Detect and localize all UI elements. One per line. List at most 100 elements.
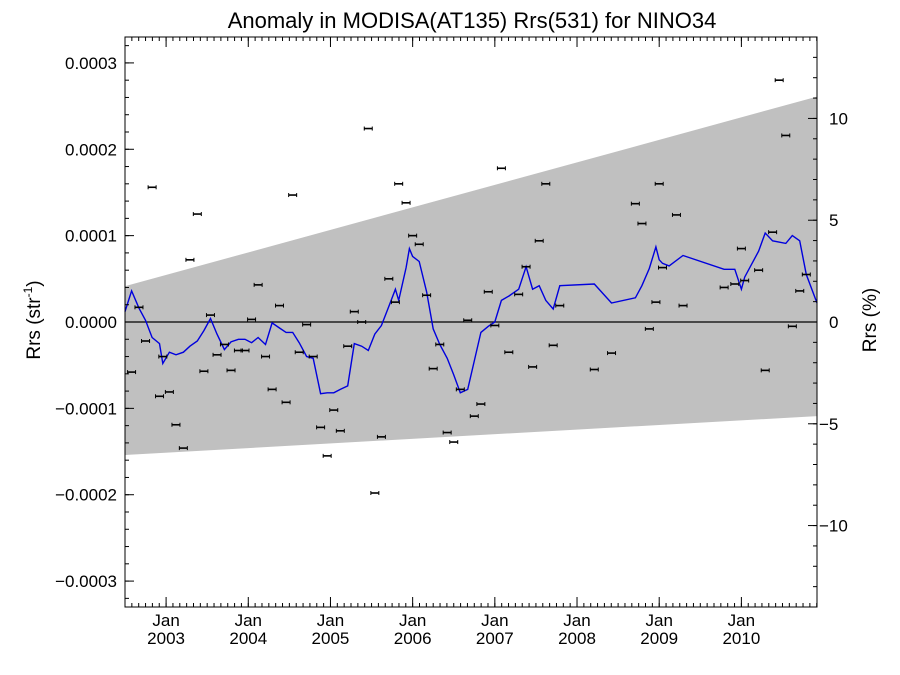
left-y-tick-label: 0.0000 [65,313,117,332]
data-point [442,430,452,435]
data-point [212,352,222,357]
data-point [370,491,380,495]
data-point [408,233,418,238]
data-point [795,288,805,293]
data-point [376,434,386,439]
data-point [455,387,465,392]
x-tick-year-label: 2003 [147,629,185,648]
data-point [226,368,236,373]
left-y-tick-label: −0.0003 [55,572,117,591]
x-tick-month-label: Jan [481,611,508,630]
left-y-tick-label: −0.0001 [55,399,117,418]
data-point [781,133,791,138]
x-tick-year-label: 2008 [558,629,596,648]
data-point [463,318,473,323]
data-point [288,193,298,198]
data-point [476,402,486,407]
data-point [637,221,647,226]
data-point [521,264,531,269]
data-points-group [127,78,811,495]
data-point [541,181,551,186]
left-y-axis: 0.0003 0.0002 0.0001 0.0000 −0.0001 −0.0002 −0… [55,45,134,599]
data-point [322,453,332,458]
data-point [801,272,811,277]
left-y-axis-label-text: Rrs (str [24,297,45,360]
data-point [483,289,493,294]
data-point [496,166,506,171]
data-point [357,320,367,324]
data-point [349,309,359,314]
data-point [768,230,778,235]
data-point [435,342,445,347]
data-point [760,368,770,373]
data-point [171,422,181,427]
data-point [363,126,373,131]
data-point [335,428,345,433]
x-tick-month-label: Jan [563,611,590,630]
data-point [490,323,500,328]
data-point [469,414,479,419]
x-tick-year-label: 2006 [394,629,432,648]
left-y-tick-label: 0.0002 [65,140,117,159]
x-axis: Jan2003Jan2004Jan2005Jan2006Jan2007Jan20… [124,37,818,648]
data-point [730,282,740,286]
x-tick-year-label: 2005 [312,629,350,648]
data-point [253,282,263,287]
data-point [528,364,538,369]
data-point [534,238,544,243]
data-point [219,342,229,347]
data-point [178,446,188,451]
data-point [141,339,151,343]
data-point [390,300,400,305]
right-y-tick-label: −5 [819,415,838,434]
left-y-axis-label-superscript: -1 [21,286,35,297]
data-point [736,246,746,251]
data-point [199,369,209,374]
left-y-tick-label: −0.0002 [55,486,117,505]
data-point [754,268,764,273]
data-point [555,303,565,308]
data-point [308,354,318,359]
x-tick-year-label: 2009 [640,629,678,648]
data-point [678,303,688,308]
data-point [414,242,424,247]
x-tick-month-label: Jan [728,611,755,630]
data-point [240,348,250,353]
data-point [428,366,438,371]
data-point [654,181,664,186]
right-y-axis-label: Rrs (%) [860,288,881,352]
data-point [394,181,404,186]
data-point [147,185,157,190]
data-point [205,313,215,318]
data-point [267,387,277,392]
data-point [644,326,654,331]
data-point [671,212,681,217]
right-y-tick-label: 0 [829,313,838,332]
data-point [329,408,339,413]
x-tick-month-label: Jan [235,611,262,630]
x-tick-month-label: Jan [399,611,426,630]
data-point [281,400,291,405]
data-point [158,354,168,359]
data-point [630,201,640,206]
data-point [261,354,271,359]
data-point [548,343,558,348]
data-point [589,367,599,372]
x-tick-year-label: 2004 [229,629,267,648]
data-point [294,350,304,355]
left-y-axis-label: Rrs (str-1) [21,280,45,359]
x-tick-month-label: Jan [317,611,344,630]
uncertainty-band-area [125,96,817,455]
data-point [740,278,750,283]
anomaly-line [124,231,818,395]
data-point [514,292,524,297]
data-point [275,303,285,308]
data-point [401,200,411,205]
right-y-tick-label: 5 [829,211,838,230]
data-point [449,440,459,445]
left-y-tick-label: 0.0003 [65,54,117,73]
x-tick-year-label: 2010 [722,629,760,648]
data-point [192,212,202,217]
data-point [134,305,144,310]
